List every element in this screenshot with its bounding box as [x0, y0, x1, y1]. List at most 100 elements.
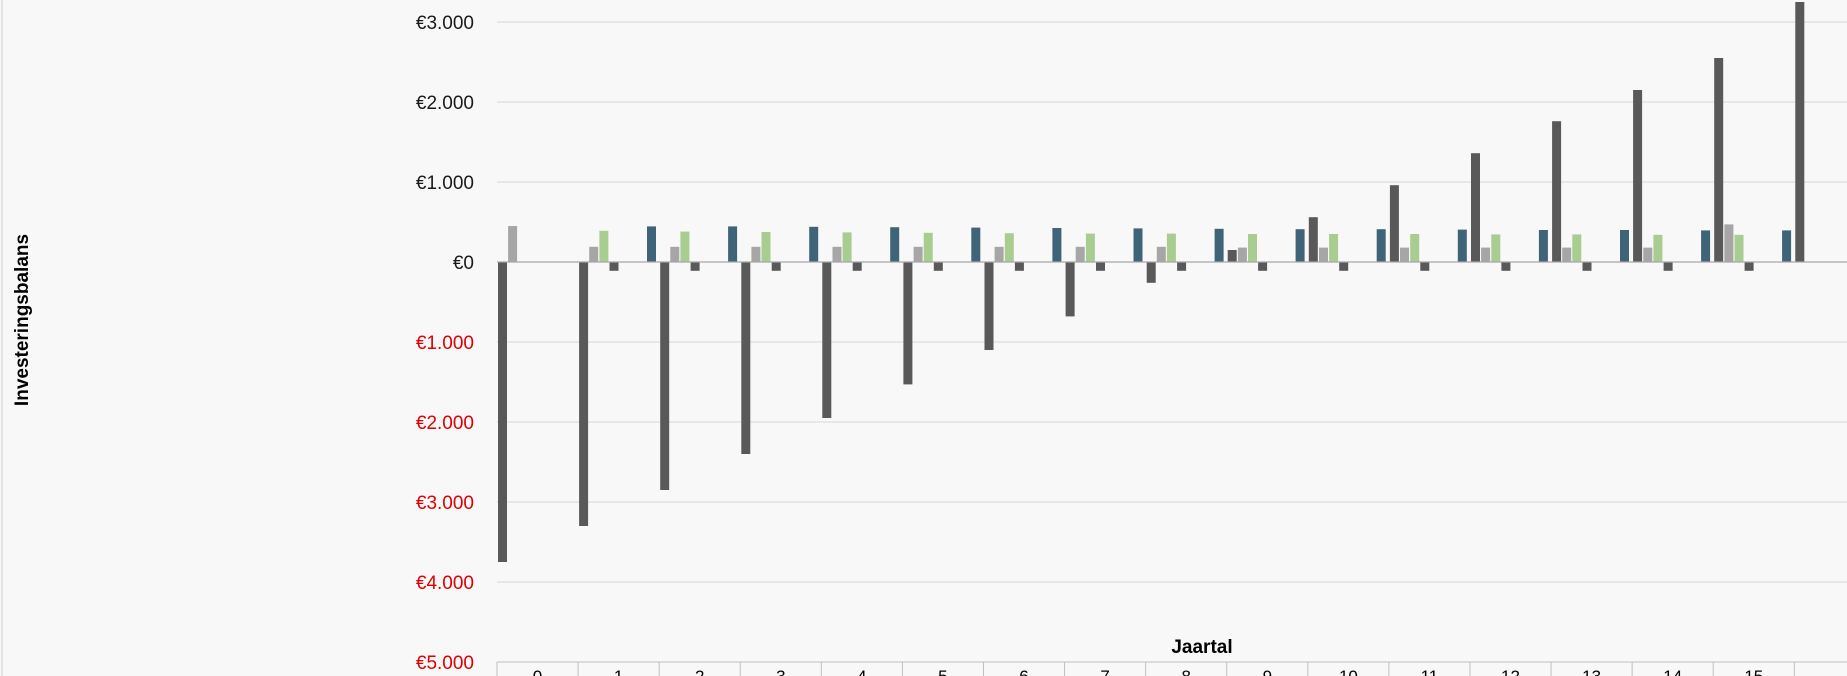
category-label: 4: [857, 667, 866, 676]
bar: [1400, 247, 1409, 262]
bar: [1258, 262, 1268, 271]
bar: [1562, 247, 1572, 262]
bar: [1538, 230, 1548, 262]
bar: [1156, 246, 1166, 262]
bar: [1724, 224, 1734, 262]
bar: [1471, 153, 1480, 262]
category-label: 13: [1582, 667, 1601, 676]
category-label: 5: [938, 667, 947, 676]
bar: [1572, 234, 1582, 262]
bar: [1075, 246, 1085, 262]
bars: [498, 2, 1805, 562]
bar: [1457, 229, 1467, 262]
bar: [1166, 233, 1176, 262]
category-label: 2: [695, 667, 704, 676]
bar: [751, 246, 761, 262]
bar: [1052, 228, 1062, 262]
bar: [1663, 262, 1673, 271]
bar: [609, 262, 619, 271]
bar: [1096, 262, 1105, 271]
bar: [1643, 247, 1653, 262]
bar: [994, 246, 1004, 262]
bar: [1065, 262, 1075, 317]
bar: [1177, 262, 1187, 271]
category-label: 6: [1019, 667, 1028, 676]
bar: [1410, 234, 1420, 262]
category-label: 15: [1744, 667, 1763, 676]
bar: [771, 262, 781, 271]
bar: [1146, 262, 1156, 283]
bar: [647, 226, 656, 262]
x-axis-title: Jaartal: [1171, 637, 1232, 658]
category-label: 9: [1263, 667, 1272, 676]
bar: [1319, 247, 1328, 262]
bar: [1701, 230, 1711, 262]
category-label: 12: [1501, 667, 1520, 676]
bar: [1420, 262, 1430, 271]
bar: [984, 262, 994, 350]
bar: [1329, 234, 1339, 262]
bar: [1014, 262, 1024, 271]
bar: [579, 262, 589, 526]
bar: [599, 230, 609, 262]
bar: [832, 246, 842, 262]
bar: [1501, 262, 1511, 271]
bar: [1295, 229, 1305, 262]
bar: [890, 227, 900, 262]
bar: [761, 232, 771, 262]
bar: [1085, 233, 1095, 262]
y-tick-label: €5.000: [416, 653, 474, 674]
bar: [1227, 250, 1237, 262]
y-tick-label: €1.000: [416, 333, 474, 354]
bar: [1582, 262, 1592, 271]
y-tick-label: €2.000: [416, 93, 474, 114]
bar: [670, 246, 680, 262]
y-tick-label: €2.000: [416, 413, 474, 434]
bar: [1744, 262, 1754, 271]
bar: [923, 232, 933, 262]
category-label: 11: [1421, 667, 1439, 676]
bar: [1004, 233, 1014, 262]
bar: [913, 246, 923, 262]
bar: [809, 226, 819, 262]
bar: [1620, 230, 1629, 262]
y-tick-label: €3.000: [416, 493, 474, 514]
bar: [903, 262, 913, 385]
category-label: 0: [533, 667, 542, 676]
bar: [728, 226, 738, 262]
bar: [660, 262, 670, 490]
bar: [498, 262, 507, 562]
y-tick-label: €1.000: [416, 173, 474, 194]
bar: [822, 262, 832, 418]
category-label: 3: [776, 667, 785, 676]
category-label: 10: [1339, 667, 1358, 676]
bar: [690, 262, 700, 271]
bar: [1491, 234, 1501, 262]
category-label: 7: [1100, 667, 1109, 676]
bar: [1308, 217, 1318, 262]
bar: [508, 226, 518, 262]
bar: [1237, 247, 1247, 262]
bar: [1389, 185, 1399, 262]
bar: [1133, 228, 1143, 262]
bar: [1633, 90, 1643, 262]
category-label: 14: [1663, 667, 1682, 676]
bar: [842, 232, 852, 262]
bar: [971, 227, 981, 262]
y-tick-label: €0: [453, 253, 474, 274]
category-axis: 0123456789101112131415: [496, 661, 1847, 676]
bar: [1339, 262, 1349, 271]
category-label: 1: [614, 667, 623, 676]
bar: [1248, 234, 1257, 262]
bar: [852, 262, 862, 271]
bar: [1795, 2, 1805, 262]
y-tick-label: €4.000: [416, 573, 474, 594]
bar: [1653, 234, 1663, 262]
bar: [1481, 247, 1491, 262]
bar: [680, 231, 690, 262]
bar: [1734, 234, 1744, 262]
category-label: 8: [1181, 667, 1190, 676]
y-axis-ticks: €3.000 €2.000 €1.000 €0 €1.000 €2.000 €3.000 €4…: [416, 13, 474, 674]
